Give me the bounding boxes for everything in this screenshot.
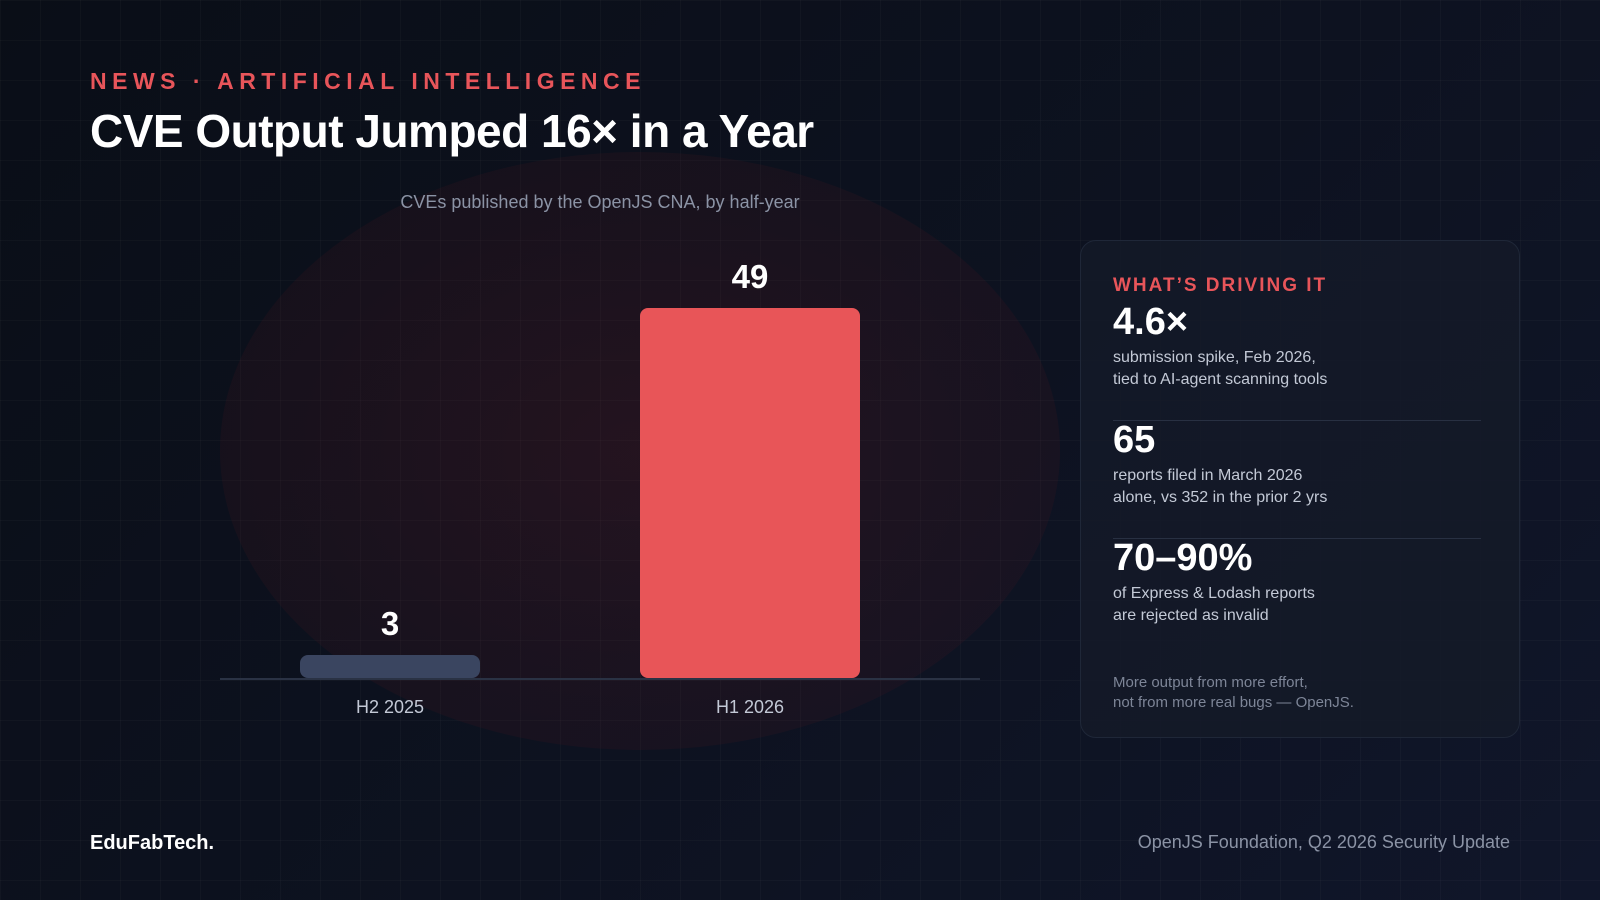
panel-note: More output from more effort, not from m… — [1113, 673, 1393, 713]
panel-note-line: not from more real bugs — OpenJS. — [1113, 694, 1354, 711]
bar-h2-2025 — [300, 655, 480, 678]
panel-heading: WHAT’S DRIVING IT — [1113, 275, 1328, 296]
x-tick-label: H1 2026 — [715, 697, 785, 717]
page-title: CVE Output Jumped 16× in a Year — [90, 105, 814, 157]
source-credit: OpenJS Foundation, Q2 2026 Security Upda… — [1137, 832, 1510, 852]
x-tick-label: H2 2025 — [355, 697, 425, 717]
stat-description-line: submission spike, Feb 2026, — [1113, 349, 1316, 366]
bar-h1-2026 — [640, 308, 860, 678]
stat-description: submission spike, Feb 2026, tied to AI-a… — [1113, 347, 1373, 391]
stat-description-line: are rejected as invalid — [1113, 607, 1269, 624]
stat-description: of Express & Lodash reports are rejected… — [1113, 583, 1373, 627]
divider — [1113, 420, 1481, 421]
data-label: 3 — [380, 605, 400, 643]
stat-description-line: reports filed in March 2026 — [1113, 467, 1303, 484]
stat-description-line: of Express & Lodash reports — [1113, 585, 1315, 602]
stat-description-line: tied to AI-agent scanning tools — [1113, 371, 1328, 388]
stats-panel: WHAT’S DRIVING IT 4.6× submission spike,… — [1080, 240, 1520, 738]
divider — [1113, 538, 1481, 539]
panel-note-line: More output from more effort, — [1113, 674, 1308, 691]
brand-logo: EduFabTech. — [90, 832, 215, 854]
stat-description-line: alone, vs 352 in the prior 2 yrs — [1113, 489, 1328, 506]
stat-description: reports filed in March 2026 alone, vs 35… — [1113, 465, 1373, 509]
eyebrow-label: NEWS · ARTIFICIAL INTELLIGENCE — [90, 68, 646, 94]
chart-title: CVEs published by the OpenJS CNA, by hal… — [400, 192, 800, 212]
chart-baseline — [220, 678, 980, 680]
data-label: 49 — [731, 258, 769, 295]
stat-value: 4.6× — [1113, 301, 1189, 343]
stat-value: 65 — [1113, 419, 1156, 461]
stat-value: 70–90% — [1113, 537, 1253, 579]
